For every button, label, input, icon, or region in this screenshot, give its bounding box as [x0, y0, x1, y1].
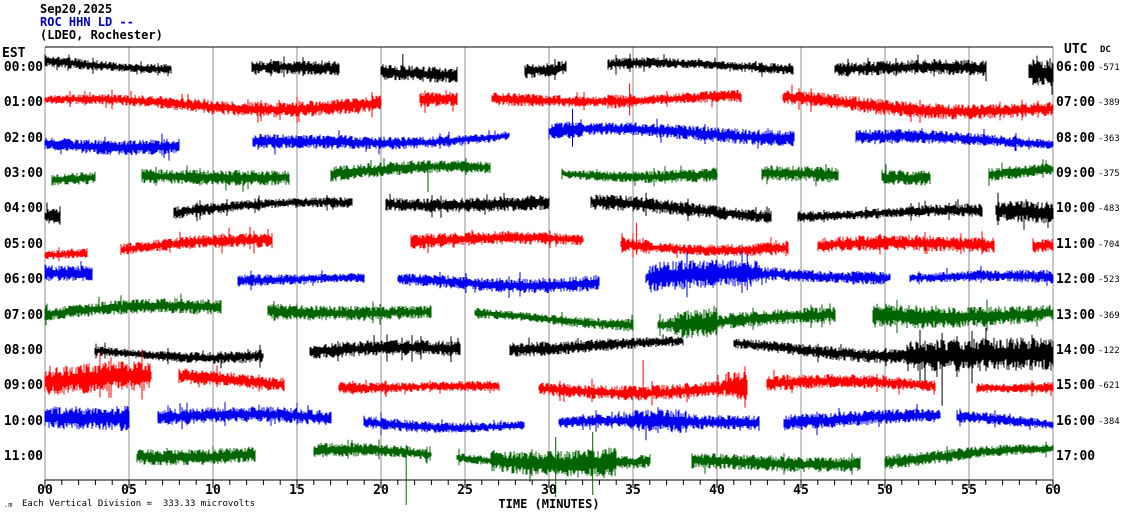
seismogram-trace-1500utc: [44, 349, 1054, 408]
dc-offset-value: -384: [1098, 416, 1120, 427]
x-tick-label: 30: [541, 483, 557, 498]
est-time-label: 06:00: [3, 272, 43, 288]
est-time-label: 04:00: [3, 201, 43, 217]
x-axis-title: TIME (MINUTES): [498, 497, 600, 511]
station-location: (LDEO, Rochester): [40, 28, 163, 42]
x-tick-label: 55: [961, 483, 977, 498]
seismogram-trace-1200utc: [44, 250, 1054, 298]
watermark-glyph: .m: [4, 501, 13, 509]
seismogram-trace-1300utc: [44, 293, 1054, 339]
seismogram-trace-0700utc: [44, 83, 1054, 123]
x-tick-label: 10: [205, 483, 221, 498]
x-tick-label: 05: [121, 483, 137, 498]
utc-time-label: 09:00: [1056, 166, 1096, 182]
utc-time-label: 06:00: [1056, 60, 1096, 75]
dc-offset-value: -369: [1098, 310, 1120, 321]
right-axis-header-utc: UTC: [1064, 42, 1088, 57]
est-time-label: 05:00: [3, 236, 43, 252]
seismogram-trace-1600utc: [44, 402, 1054, 441]
utc-time-label: 17:00: [1056, 448, 1096, 464]
dc-offset-value: -571: [1098, 63, 1120, 73]
dc-offset-value: -621: [1098, 381, 1120, 392]
seismogram-trace-1000utc: [44, 192, 1054, 230]
utc-time-label: 15:00: [1056, 378, 1096, 394]
est-time-label: 10:00: [3, 413, 43, 429]
x-tick-label: 20: [373, 483, 389, 498]
dc-offset-value: -704: [1098, 239, 1120, 250]
est-time-label: 08:00: [3, 342, 43, 358]
x-tick-label: 15: [289, 483, 305, 498]
x-tick-label: 00: [37, 483, 53, 498]
utc-time-label: 07:00: [1056, 95, 1096, 111]
dc-offset-value: -389: [1098, 98, 1120, 109]
seismogram-trace-0600utc: [44, 53, 1054, 95]
dc-offset-value: -375: [1098, 169, 1120, 180]
seismogram-trace-0800utc: [44, 108, 1054, 161]
est-time-label: 03:00: [3, 166, 43, 182]
utc-time-label: 12:00: [1056, 272, 1096, 288]
x-tick-label: 35: [625, 483, 641, 498]
utc-time-label: 16:00: [1056, 413, 1096, 429]
dc-offset-value: -363: [1098, 133, 1120, 144]
est-time-label: 01:00: [3, 95, 43, 111]
seismogram-trace-1400utc: [94, 327, 1054, 406]
station-code: ROC HHN LD --: [40, 15, 134, 29]
plot-date: Sep20,2025: [40, 2, 113, 16]
seismogram-trace-1700utc: [136, 432, 1054, 505]
utc-time-label: 13:00: [1056, 307, 1096, 323]
dc-offset-value: -122: [1098, 345, 1120, 356]
x-tick-label: 40: [709, 483, 725, 498]
dc-column-header: DC: [1100, 45, 1111, 55]
vertical-division-note: Each Vertical Division = 333.33 microvol…: [22, 499, 255, 509]
seismogram-trace-1100utc: [44, 222, 1054, 262]
utc-time-label: 11:00: [1056, 236, 1096, 252]
dc-offset-value: -523: [1098, 275, 1120, 286]
x-tick-label: 25: [457, 483, 473, 498]
x-tick-label: 50: [877, 483, 893, 498]
utc-time-label: 08:00: [1056, 130, 1096, 146]
est-time-label: 09:00: [3, 378, 43, 394]
dc-offset-value: -483: [1098, 204, 1120, 215]
utc-time-label: 10:00: [1056, 201, 1096, 217]
x-axis-ticks: [44, 480, 1054, 488]
left-axis-header-est: EST: [2, 46, 26, 61]
est-time-label: 00:00: [3, 60, 43, 75]
utc-time-label: 14:00: [1056, 342, 1096, 358]
est-time-label: 11:00: [3, 448, 43, 464]
est-time-label: 07:00: [3, 307, 43, 323]
est-time-label: 02:00: [3, 130, 43, 146]
seismogram-trace-0900utc: [51, 158, 1054, 193]
x-tick-label: 45: [793, 483, 809, 498]
x-tick-label: 60: [1045, 483, 1061, 498]
